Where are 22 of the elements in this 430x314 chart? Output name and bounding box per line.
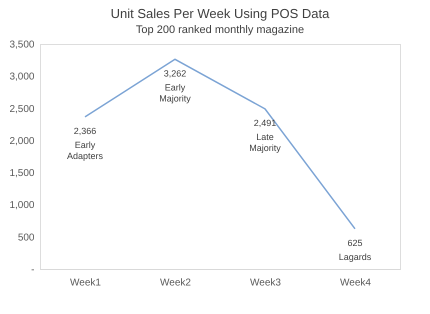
x-tick-label: Week4 (340, 278, 372, 288)
x-tick-label: Week3 (250, 278, 282, 288)
x-tick-label: Week2 (160, 278, 192, 288)
y-tick-label: 1,500 (9, 168, 35, 180)
y-tick-label: 2,500 (9, 104, 35, 115)
x-tick-label: Week1 (70, 278, 102, 288)
y-tick-label: 3,500 (9, 40, 35, 50)
y-tick-label: 1,000 (9, 200, 35, 212)
data-label: 2,366 (74, 126, 96, 136)
y-tick-label: 2,000 (9, 136, 35, 147)
annotation: Early Majority (159, 82, 192, 104)
data-label: 625 (347, 238, 363, 248)
y-tick-label: - (31, 264, 34, 276)
annotation: Lagards (338, 252, 372, 262)
y-tick-label: 500 (18, 232, 35, 244)
chart-subtitle: Top 200 ranked monthly magazine (136, 24, 304, 36)
data-label: 3,262 (164, 68, 186, 78)
y-tick-label: 3,000 (9, 72, 35, 83)
chart-title: Unit Sales Per Week Using POS Data (110, 6, 330, 21)
data-label: 2,491 (254, 118, 276, 128)
annotation: Early Adapters (66, 140, 104, 161)
annotation: Late Majority (249, 132, 282, 153)
